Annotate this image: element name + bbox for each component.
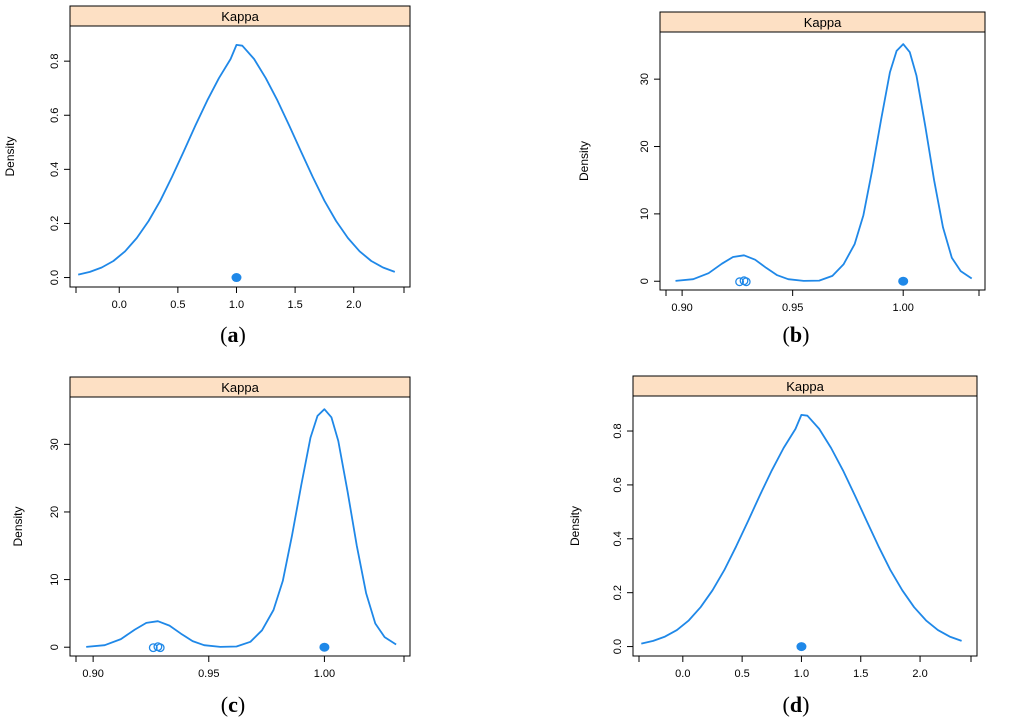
density-curve bbox=[641, 413, 962, 645]
y-tick-label: 0.0 bbox=[612, 639, 624, 654]
x-tick-label: 1.5 bbox=[853, 668, 868, 680]
data-point-open bbox=[735, 277, 745, 287]
y-axis-label: Density bbox=[568, 506, 582, 546]
y-tick-label: 0 bbox=[49, 644, 61, 650]
data-point-filled bbox=[231, 273, 242, 283]
plot-frame bbox=[69, 396, 411, 657]
panel-c: Kappa 0.90 0.95 1.00 0 10 20 30 Density bbox=[11, 376, 411, 680]
x-tick-label: 0.0 bbox=[675, 668, 690, 680]
x-tick-label: 0.95 bbox=[198, 668, 219, 680]
data-point-filled bbox=[796, 642, 807, 652]
data-point-open bbox=[155, 643, 165, 653]
strip-label: Kappa bbox=[804, 15, 842, 30]
strip-label: Kappa bbox=[221, 9, 259, 24]
x-tick-label: 0.5 bbox=[170, 299, 185, 311]
strip-label: Kappa bbox=[221, 380, 259, 395]
y-tick-label: 0.6 bbox=[49, 108, 61, 123]
panel-caption-a: (a) bbox=[220, 322, 246, 347]
x-tick-label: 1.0 bbox=[229, 299, 244, 311]
y-tick-label: 10 bbox=[639, 208, 651, 220]
y-tick-label: 20 bbox=[639, 140, 651, 152]
y-tick-label: 10 bbox=[49, 573, 61, 585]
y-tick-label: 0 bbox=[639, 278, 651, 284]
y-tick-label: 30 bbox=[49, 438, 61, 450]
data-point-open bbox=[741, 277, 751, 287]
panel-b: Kappa 0.90 0.95 1.00 0 10 20 30 Density bbox=[577, 11, 986, 314]
y-axis-label: Density bbox=[3, 136, 17, 176]
x-tick-label: 0.90 bbox=[82, 668, 103, 680]
x-tick-label: 1.00 bbox=[892, 302, 913, 314]
y-tick-label: 0.8 bbox=[612, 423, 624, 438]
y-tick-label: 0.4 bbox=[49, 162, 61, 177]
strip-label: Kappa bbox=[786, 379, 824, 394]
data-point-filled bbox=[319, 642, 330, 652]
x-tick-label: 1.00 bbox=[314, 668, 335, 680]
panel-caption-d: (d) bbox=[783, 692, 810, 717]
y-axis-label: Density bbox=[11, 506, 25, 546]
y-tick-label: 0.2 bbox=[612, 585, 624, 600]
y-axis-label: Density bbox=[577, 141, 591, 181]
x-tick-label: 1.0 bbox=[794, 668, 809, 680]
data-point-filled bbox=[898, 276, 909, 286]
x-tick-label: 0.95 bbox=[782, 302, 803, 314]
x-tick-label: 0.5 bbox=[734, 668, 749, 680]
panel-d: Kappa 0.0 0.5 1.0 1.5 2.0 0.0 0.2 0.4 0.6 0.8 Densi… bbox=[568, 375, 978, 680]
y-tick-label: 0.4 bbox=[612, 531, 624, 546]
x-tick-label: 2.0 bbox=[346, 299, 361, 311]
y-tick-label: 0.8 bbox=[49, 54, 61, 69]
y-tick-label: 30 bbox=[639, 73, 651, 85]
x-tick-label: 2.0 bbox=[912, 668, 927, 680]
x-tick-label: 1.5 bbox=[287, 299, 302, 311]
plot-frame bbox=[69, 25, 411, 288]
plot-frame bbox=[659, 31, 986, 291]
y-tick-label: 0.0 bbox=[49, 270, 61, 285]
x-tick-label: 0.0 bbox=[112, 299, 127, 311]
data-point-open bbox=[148, 643, 158, 653]
density-curve bbox=[86, 408, 397, 648]
density-curve bbox=[77, 44, 396, 276]
y-tick-label: 0.6 bbox=[612, 477, 624, 492]
density-curve bbox=[675, 43, 973, 282]
panel-caption-b: (b) bbox=[783, 322, 810, 347]
x-tick-label: 0.90 bbox=[671, 302, 692, 314]
panel-caption-c: (c) bbox=[221, 692, 245, 717]
plot-frame bbox=[632, 395, 978, 657]
y-tick-label: 0.2 bbox=[49, 216, 61, 231]
y-tick-label: 20 bbox=[49, 506, 61, 518]
panel-a: Kappa 0.0 0.5 1.0 1.5 2.0 0.0 0.2 0.4 0.6 0.8 Densi… bbox=[3, 5, 411, 311]
